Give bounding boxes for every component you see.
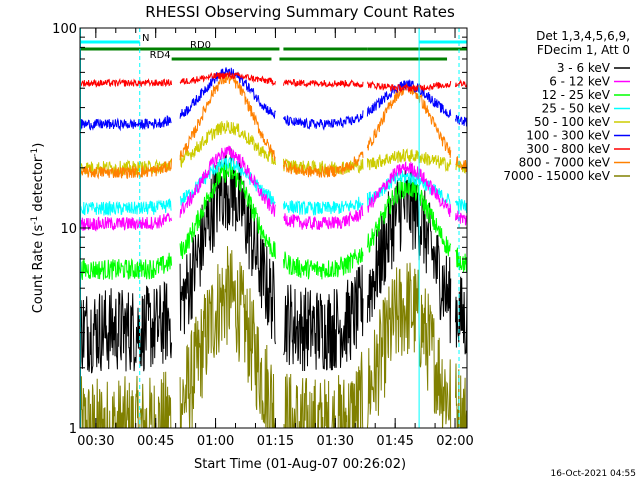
x-tick-label: 02:00 [436, 434, 473, 449]
flag-layer: N RD0 RD4 [80, 33, 467, 61]
x-tick-label: 00:45 [137, 434, 174, 449]
series-line [80, 148, 467, 374]
x-tick-label: 01:30 [317, 434, 354, 449]
x-tick-label: 01:15 [257, 434, 294, 449]
flag-label: N [142, 33, 149, 44]
legend-label: 6 - 12 keV [549, 75, 611, 89]
y-axis: 1 10 100 [52, 22, 467, 437]
legend-label: 100 - 300 keV [526, 129, 610, 143]
series-line [80, 70, 467, 93]
x-tick-label: 01:45 [376, 434, 413, 449]
y-tick-label: 100 [52, 22, 77, 37]
series-line [80, 145, 467, 232]
series-line [80, 72, 467, 180]
series-line [80, 156, 467, 217]
legend-label: 7000 - 15000 keV [503, 169, 610, 183]
legend-label: 50 - 100 keV [534, 115, 611, 129]
legend-label: 25 - 50 keV [542, 102, 611, 116]
flag-label: RD4 [150, 50, 171, 61]
legend-label: 3 - 6 keV [557, 61, 611, 75]
x-tick-label: 01:00 [197, 434, 234, 449]
y-axis-title: Count Rate (s-1 detector-1) [30, 143, 46, 314]
legend-label: 300 - 800 keV [526, 142, 610, 156]
legend-label: 800 - 7000 keV [519, 156, 611, 170]
series-line [80, 162, 467, 281]
flag-label: RD0 [190, 40, 211, 51]
legend: Det 1,3,4,5,6,9, FDecim 1, Att 0 3 - 6 k… [503, 29, 630, 183]
y-tick-label: 1 [69, 422, 77, 437]
legend-header-1: Det 1,3,4,5,6,9, [536, 29, 630, 43]
y-tick-label: 10 [60, 222, 77, 237]
x-axis-title: Start Time (01-Aug-07 00:26:02) [194, 457, 406, 472]
series-line [80, 67, 467, 132]
series-line [80, 246, 467, 428]
chart-title: RHESSI Observing Summary Count Rates [145, 3, 455, 21]
series-layer [80, 67, 467, 428]
legend-header-2: FDecim 1, Att 0 [537, 43, 630, 57]
x-tick-label: 00:30 [77, 434, 114, 449]
legend-label: 12 - 25 keV [542, 88, 611, 102]
timestamp: 16-Oct-2021 04:55 [551, 469, 636, 479]
x-axis: 00:30 00:45 01:00 01:15 01:30 01:45 02:00 [77, 28, 474, 449]
